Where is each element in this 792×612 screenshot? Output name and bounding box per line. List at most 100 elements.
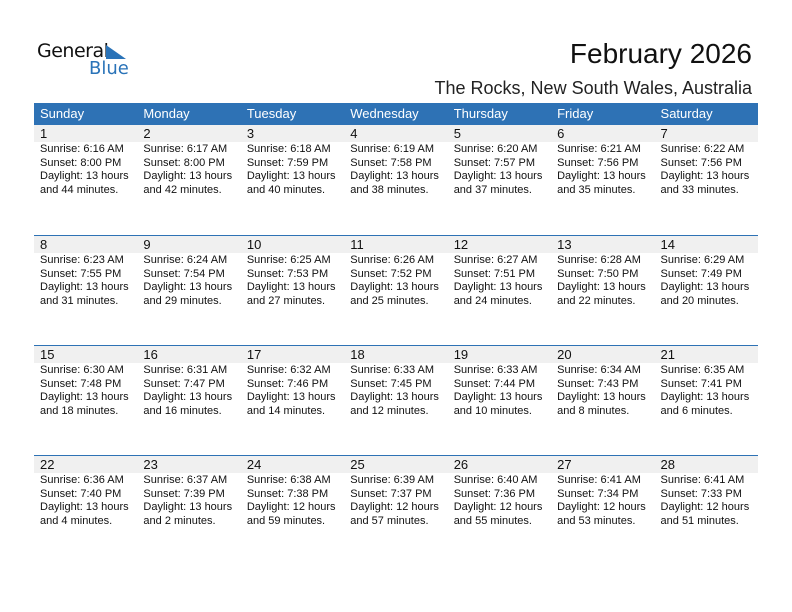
day-number: 2 [137,125,241,142]
daylight-minutes-text: and 12 minutes. [350,404,429,417]
weekday-wednesday: Wednesday [350,106,419,121]
sunrise-text: Sunrise: 6:29 AM [660,254,745,266]
daylight-minutes-text: and 44 minutes. [40,183,119,196]
daylight-minutes-text: and 29 minutes. [143,294,222,307]
daylight-minutes-text: and 35 minutes. [557,183,636,196]
logo-triangle-icon [106,45,126,59]
day-cell: 16 Sunrise: 6:31 AM Sunset: 7:47 PM Dayl… [137,346,241,455]
daylight-minutes-text: and 6 minutes. [660,404,733,417]
day-number: 19 [447,346,552,363]
sunset-text: Sunset: 7:44 PM [453,377,536,390]
day-cell: 26 Sunrise: 6:40 AM Sunset: 7:36 PM Dayl… [447,456,552,565]
sunset-text: Sunset: 7:40 PM [40,487,122,500]
day-cell: 19 Sunrise: 6:33 AM Sunset: 7:44 PM Dayl… [447,346,552,455]
sunset-text: Sunset: 7:47 PM [143,377,225,390]
daylight-text: Daylight: 13 hours [660,391,750,403]
day-number: 28 [654,456,758,473]
day-cell: 12 Sunrise: 6:27 AM Sunset: 7:51 PM Dayl… [447,236,552,345]
sunset-text: Sunset: 7:55 PM [40,267,122,280]
sunrise-text: Sunrise: 6:18 AM [246,143,331,155]
day-number: 25 [344,456,448,473]
day-number: 15 [34,346,138,363]
sunset-text: Sunset: 7:38 PM [246,487,329,500]
day-cell: 20 Sunrise: 6:34 AM Sunset: 7:43 PM Dayl… [551,346,655,455]
sunrise-text: Sunrise: 6:40 AM [453,474,538,486]
daylight-text: Daylight: 12 hours [453,501,543,513]
daylight-minutes-text: and 57 minutes. [350,514,429,527]
sunrise-text: Sunrise: 6:20 AM [453,143,538,155]
sunset-text: Sunset: 7:57 PM [453,156,536,169]
sunset-text: Sunset: 8:00 PM [143,156,225,169]
location-subtitle: The Rocks, New South Wales, Australia [434,78,752,98]
daylight-text: Daylight: 13 hours [40,501,129,513]
day-number: 3 [240,125,345,142]
day-number: 5 [447,125,552,142]
sunset-text: Sunset: 7:58 PM [350,156,432,169]
logo: General Blue [37,40,129,78]
daylight-text: Daylight: 13 hours [40,391,129,403]
sunrise-text: Sunrise: 6:33 AM [453,364,538,376]
day-cell: 17 Sunrise: 6:32 AM Sunset: 7:46 PM Dayl… [240,346,345,455]
daylight-minutes-text: and 22 minutes. [557,294,636,307]
day-cell: 10 Sunrise: 6:25 AM Sunset: 7:53 PM Dayl… [240,236,345,345]
sunrise-text: Sunrise: 6:24 AM [143,254,228,266]
day-cell: 2 Sunrise: 6:17 AM Sunset: 8:00 PM Dayli… [137,125,241,235]
sunrise-text: Sunrise: 6:23 AM [40,254,124,266]
daylight-text: Daylight: 13 hours [143,281,233,293]
daylight-minutes-text: and 16 minutes. [143,404,222,417]
weekday-friday: Friday [557,106,594,121]
sunrise-text: Sunrise: 6:41 AM [557,474,641,486]
logo-text-blue: Blue [89,58,129,79]
daylight-text: Daylight: 13 hours [246,391,336,403]
daylight-text: Daylight: 13 hours [453,391,543,403]
sunrise-text: Sunrise: 6:36 AM [40,474,124,486]
logo-text-general: General [37,40,109,62]
sunrise-text: Sunrise: 6:25 AM [246,254,331,266]
daylight-text: Daylight: 13 hours [557,170,646,182]
daylight-text: Daylight: 13 hours [143,391,233,403]
sunset-text: Sunset: 7:36 PM [453,487,536,500]
day-cell: 1 Sunrise: 6:16 AM Sunset: 8:00 PM Dayli… [34,125,138,235]
day-cell: 11 Sunrise: 6:26 AM Sunset: 7:52 PM Dayl… [344,236,448,345]
sunset-text: Sunset: 7:54 PM [143,267,225,280]
sunrise-text: Sunrise: 6:22 AM [660,143,745,155]
day-cell: 9 Sunrise: 6:24 AM Sunset: 7:54 PM Dayli… [137,236,241,345]
daylight-text: Daylight: 13 hours [557,391,646,403]
daylight-minutes-text: and 10 minutes. [453,404,532,417]
day-cell: 25 Sunrise: 6:39 AM Sunset: 7:37 PM Dayl… [344,456,448,565]
sunrise-text: Sunrise: 6:33 AM [350,364,435,376]
daylight-text: Daylight: 12 hours [246,501,336,513]
day-cell: 24 Sunrise: 6:38 AM Sunset: 7:38 PM Dayl… [240,456,345,565]
day-cell: 27 Sunrise: 6:41 AM Sunset: 7:34 PM Dayl… [551,456,655,565]
day-cell: 7 Sunrise: 6:22 AM Sunset: 7:56 PM Dayli… [654,125,758,235]
sunset-text: Sunset: 7:39 PM [143,487,225,500]
sunset-text: Sunset: 7:52 PM [350,267,432,280]
sunset-text: Sunset: 7:46 PM [246,377,329,390]
day-cell: 6 Sunrise: 6:21 AM Sunset: 7:56 PM Dayli… [551,125,655,235]
daylight-minutes-text: and 2 minutes. [143,514,216,527]
daylight-text: Daylight: 13 hours [246,281,336,293]
sunrise-text: Sunrise: 6:16 AM [40,143,124,155]
sunset-text: Sunset: 7:37 PM [350,487,432,500]
day-cell: 3 Sunrise: 6:18 AM Sunset: 7:59 PM Dayli… [240,125,345,235]
day-number: 23 [137,456,241,473]
sunrise-text: Sunrise: 6:30 AM [40,364,124,376]
day-cell: 21 Sunrise: 6:35 AM Sunset: 7:41 PM Dayl… [654,346,758,455]
weekday-monday: Monday [143,106,190,121]
day-number: 11 [344,236,448,253]
daylight-text: Daylight: 13 hours [143,170,233,182]
day-number: 6 [551,125,655,142]
day-cell: 18 Sunrise: 6:33 AM Sunset: 7:45 PM Dayl… [344,346,448,455]
sunrise-text: Sunrise: 6:38 AM [246,474,331,486]
day-number: 17 [240,346,345,363]
daylight-minutes-text: and 18 minutes. [40,404,119,417]
week-row: 15 Sunrise: 6:30 AM Sunset: 7:48 PM Dayl… [34,345,758,455]
day-number: 8 [34,236,138,253]
daylight-text: Daylight: 13 hours [557,281,646,293]
day-number: 4 [344,125,448,142]
day-cell: 4 Sunrise: 6:19 AM Sunset: 7:58 PM Dayli… [344,125,448,235]
daylight-minutes-text: and 59 minutes. [246,514,326,527]
day-cell: 14 Sunrise: 6:29 AM Sunset: 7:49 PM Dayl… [654,236,758,345]
day-number: 26 [447,456,552,473]
sunset-text: Sunset: 7:45 PM [350,377,432,390]
